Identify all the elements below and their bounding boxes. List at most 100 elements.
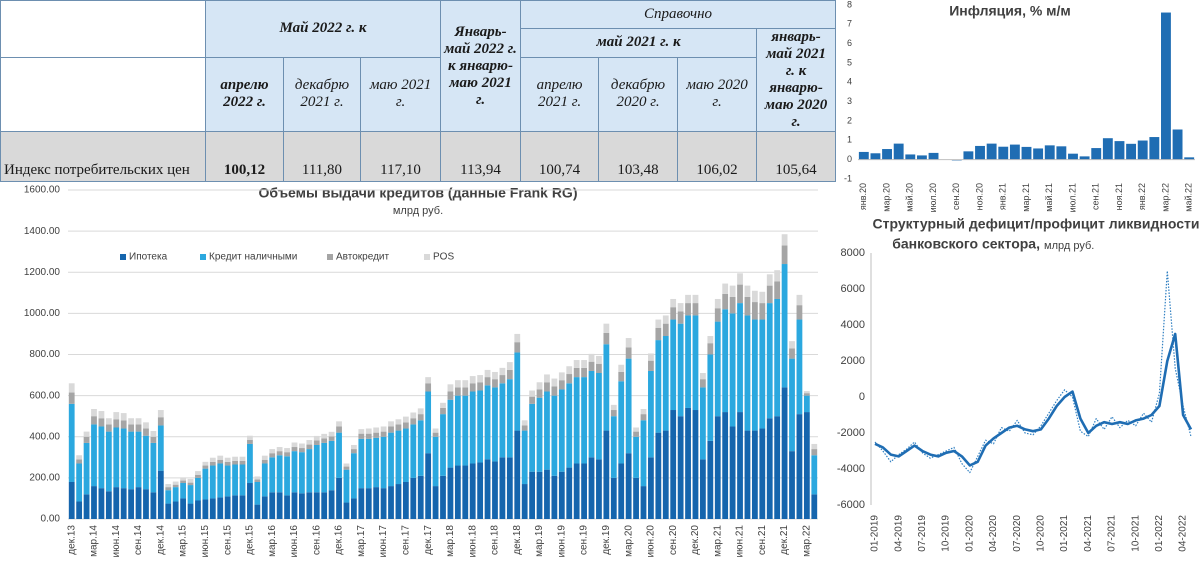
bar-segment bbox=[380, 431, 387, 437]
bar-segment bbox=[432, 436, 439, 487]
x-tick-label: 04-2019 bbox=[893, 515, 904, 552]
x-tick-label: май.20 bbox=[905, 183, 915, 212]
x-tick-label: июн.17 bbox=[378, 525, 389, 558]
bar-segment bbox=[692, 315, 699, 411]
x-tick-label: ноя.21 bbox=[1114, 183, 1124, 210]
x-tick-label: янв.22 bbox=[1137, 183, 1147, 210]
header-cell: май 2021 г. к bbox=[520, 28, 758, 58]
bar-segment bbox=[811, 455, 818, 495]
bar-segment bbox=[209, 457, 216, 462]
bar-segment bbox=[566, 366, 573, 375]
bar-segment bbox=[120, 488, 127, 519]
x-tick-label: мар.22 bbox=[1160, 183, 1170, 212]
bar-segment bbox=[677, 323, 684, 417]
bar-segment bbox=[662, 315, 669, 324]
bar-segment bbox=[677, 311, 684, 324]
y-tick-label: -4000 bbox=[837, 463, 865, 475]
bar-segment bbox=[395, 484, 402, 519]
bar-segment bbox=[105, 418, 112, 425]
bar-segment bbox=[447, 384, 454, 392]
bar-segment bbox=[373, 487, 380, 519]
y-tick-label: -1 bbox=[844, 173, 852, 183]
bar-segment bbox=[350, 444, 357, 450]
bar-segment bbox=[239, 456, 246, 461]
bar-segment bbox=[536, 397, 543, 472]
bar-segment bbox=[759, 319, 766, 429]
x-tick-label: сен.20 bbox=[951, 183, 961, 210]
bar-segment bbox=[187, 485, 194, 504]
bar-segment bbox=[440, 402, 446, 408]
legend-label: POS bbox=[433, 252, 454, 263]
bar-segment bbox=[477, 375, 484, 383]
x-tick-label: 07-2020 bbox=[1012, 515, 1023, 552]
bar-segment bbox=[744, 315, 751, 431]
bar-segment bbox=[135, 418, 142, 425]
bar-segment bbox=[224, 496, 231, 519]
bar-segment bbox=[640, 420, 647, 487]
header-cell: апрелю 2021 г. bbox=[520, 56, 600, 133]
bar bbox=[963, 151, 974, 160]
bar-segment bbox=[143, 435, 149, 490]
bar-segment bbox=[655, 432, 662, 519]
x-tick-label: сен.19 bbox=[579, 525, 590, 555]
bar-segment bbox=[150, 430, 157, 437]
x-tick-label: янв.20 bbox=[858, 183, 868, 210]
bar-segment bbox=[217, 459, 224, 464]
bar-segment bbox=[299, 448, 305, 453]
y-tick-label: 1400.00 bbox=[24, 226, 61, 237]
bar-segment bbox=[306, 449, 313, 493]
bar-segment bbox=[336, 477, 342, 519]
bar bbox=[1149, 137, 1160, 160]
bar-segment bbox=[365, 433, 372, 439]
x-tick-label: июн.21 bbox=[735, 525, 746, 558]
bar-segment bbox=[91, 424, 97, 487]
bar-segment bbox=[380, 426, 387, 432]
bar-segment bbox=[380, 436, 387, 489]
x-tick-label: мар.15 bbox=[178, 525, 189, 557]
bar-segment bbox=[128, 489, 135, 519]
x-tick-label: май.22 bbox=[1184, 183, 1194, 212]
bar-segment bbox=[76, 501, 83, 519]
bar bbox=[1184, 157, 1195, 160]
bar-segment bbox=[440, 407, 446, 415]
bar-segment bbox=[789, 451, 795, 519]
y-tick-label: 7 bbox=[847, 19, 852, 29]
bar-segment bbox=[655, 340, 662, 433]
bar-segment bbox=[247, 483, 253, 519]
bar-segment bbox=[328, 431, 335, 437]
header-cell: маю 2021 г. bbox=[359, 56, 442, 133]
bar bbox=[1091, 148, 1102, 160]
bar-segment bbox=[744, 285, 751, 297]
x-tick-label: дек.16 bbox=[334, 525, 345, 555]
bar-segment bbox=[68, 392, 75, 404]
bar-segment bbox=[269, 457, 276, 493]
bar-segment bbox=[373, 432, 380, 438]
bar-segment bbox=[618, 463, 625, 519]
bar-segment bbox=[247, 435, 253, 440]
x-tick-label: 01-2019 bbox=[870, 515, 881, 552]
bar-segment bbox=[425, 377, 432, 384]
bar-segment bbox=[261, 455, 268, 460]
bar-segment bbox=[789, 341, 795, 349]
bar-segment bbox=[766, 285, 773, 304]
x-tick-label: сен.15 bbox=[222, 525, 233, 555]
legend-swatch bbox=[327, 254, 333, 260]
bar-segment bbox=[373, 427, 380, 433]
bar-segment bbox=[321, 442, 328, 493]
bar bbox=[916, 155, 927, 160]
bar-segment bbox=[157, 425, 164, 471]
bar-segment bbox=[120, 428, 127, 489]
bar-segment bbox=[447, 467, 454, 519]
bar-segment bbox=[195, 474, 201, 478]
bar-segment bbox=[447, 391, 454, 400]
x-tick-label: июл.20 bbox=[928, 183, 938, 212]
bar-segment bbox=[261, 459, 268, 464]
bar-segment bbox=[544, 374, 550, 383]
bar-segment bbox=[729, 285, 736, 297]
bar-segment bbox=[655, 327, 662, 341]
row-label: Индекс потребительских цен bbox=[0, 131, 206, 182]
bar-segment bbox=[328, 436, 335, 441]
bar-segment bbox=[98, 418, 105, 427]
bar-segment bbox=[291, 451, 298, 493]
